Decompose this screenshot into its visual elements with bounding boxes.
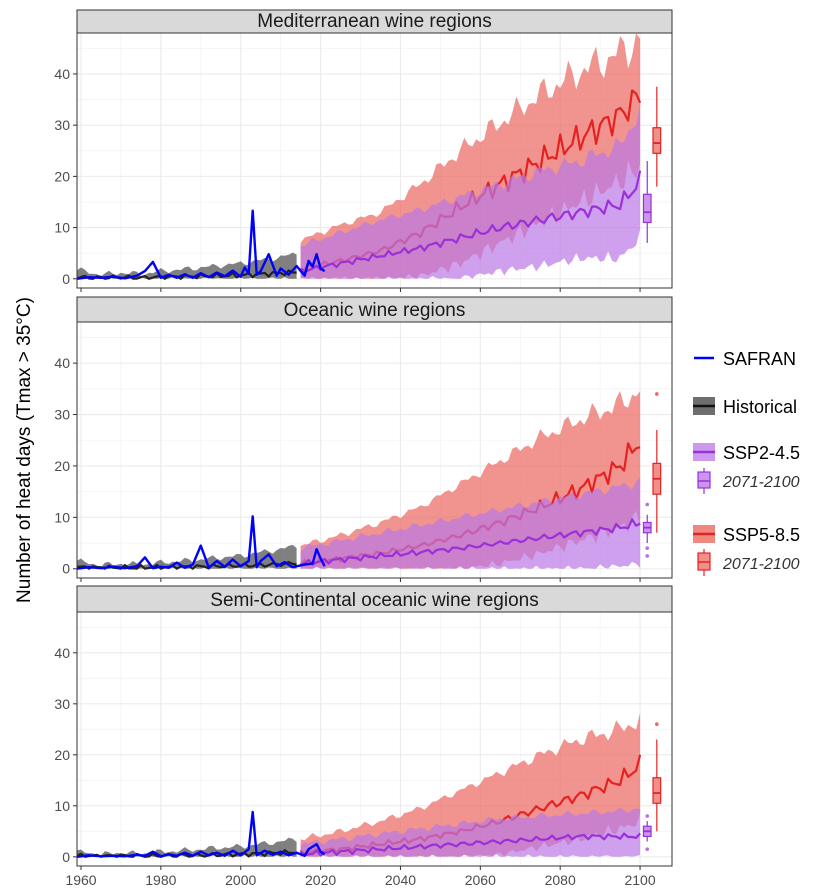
x-tick-label: 2000 bbox=[225, 872, 256, 888]
y-tick-label: 20 bbox=[54, 458, 70, 474]
ssp245-line bbox=[299, 170, 642, 273]
box-outlier bbox=[655, 722, 659, 727]
x-tick-label: 1960 bbox=[65, 872, 96, 888]
box-outlier bbox=[655, 392, 659, 396]
panel-strip bbox=[76, 296, 673, 323]
ssp585-boxplot bbox=[652, 86, 662, 187]
ssp245-ribbon bbox=[300, 477, 641, 569]
legend: SAFRAN Historical SSP2-4.5 2071-2100 SSP… bbox=[693, 349, 800, 576]
ssp245-line bbox=[300, 518, 641, 566]
legend-ssp245-box-label: 2071-2100 bbox=[722, 474, 800, 491]
legend-ssp585-box-label: 2071-2100 bbox=[722, 556, 800, 573]
safran-line bbox=[76, 515, 326, 570]
y-tick-label: 40 bbox=[54, 645, 70, 661]
safran-line bbox=[76, 209, 326, 280]
panel-border bbox=[76, 32, 673, 289]
legend-ssp245-label: SSP2-4.5 bbox=[723, 443, 800, 463]
box-outlier bbox=[645, 814, 650, 818]
legend-ssp585-box-key bbox=[697, 549, 711, 576]
panel-title: Semi-Continental oceanic wine regions bbox=[210, 590, 538, 611]
y-tick-label: 0 bbox=[62, 849, 70, 865]
y-tick-label: 0 bbox=[62, 271, 70, 287]
panel-title: Mediterranean wine regions bbox=[257, 11, 491, 32]
x-tick-label: 2040 bbox=[385, 872, 416, 888]
panel-3: Semi-Continental oceanic wine regions 0 10… bbox=[54, 585, 673, 870]
legend-ssp245-box-key bbox=[697, 468, 711, 494]
ssp245-line bbox=[299, 832, 641, 857]
x-tick-label: 1980 bbox=[145, 872, 176, 888]
box-outlier bbox=[645, 502, 650, 507]
panel-strip bbox=[76, 585, 673, 613]
y-tick-label: 30 bbox=[54, 117, 70, 133]
ssp245-ribbon bbox=[300, 807, 641, 857]
legend-historical-label: Historical bbox=[723, 397, 797, 417]
y-tick-label: 10 bbox=[54, 220, 70, 236]
panel-title: Oceanic wine regions bbox=[284, 300, 466, 321]
ssp585-boxplot bbox=[652, 392, 662, 533]
gridlines bbox=[77, 612, 672, 866]
panel-border bbox=[76, 611, 673, 867]
y-tick-label: 40 bbox=[54, 355, 70, 371]
legend-safran-label: SAFRAN bbox=[723, 349, 796, 369]
y-tick-label: 0 bbox=[62, 561, 70, 577]
ssp245-boxplot bbox=[642, 814, 652, 851]
y-tick-label: 30 bbox=[54, 407, 70, 423]
y-tick-label: 40 bbox=[54, 66, 70, 82]
ssp585-boxplot bbox=[652, 722, 662, 832]
y-tick-label: 20 bbox=[54, 168, 70, 184]
y-tick-label: 10 bbox=[54, 509, 70, 525]
x-tick-label: 2100 bbox=[624, 872, 655, 888]
box-outlier bbox=[645, 847, 650, 851]
y-tick-label: 30 bbox=[54, 696, 70, 712]
panel-border bbox=[76, 321, 673, 579]
x-tick-label: 2060 bbox=[465, 872, 496, 888]
ssp245-boxplot bbox=[642, 161, 652, 243]
box-outlier bbox=[645, 554, 650, 558]
x-tick-label: 2080 bbox=[545, 872, 576, 888]
y-tick-label: 10 bbox=[54, 798, 70, 814]
ssp245-ribbon bbox=[300, 103, 641, 279]
y-tick-label: 20 bbox=[54, 747, 70, 763]
panels: Mediterranean wine regions010203040Ocean… bbox=[54, 9, 673, 870]
y-axis-label: Number of heat days (Tmax > 35°C) bbox=[14, 297, 35, 603]
x-tick-label: 2020 bbox=[305, 872, 336, 888]
historical-ribbon bbox=[77, 837, 297, 857]
x-axis: 1960 1980 2000 2020 2040 2060 2080 2100 bbox=[65, 872, 655, 888]
panel-1: Mediterranean wine regions 0 10 20 30 40 bbox=[54, 9, 673, 292]
safran-line bbox=[76, 810, 326, 858]
panel-2: Oceanic wine regions 0 10 20 30 40 bbox=[54, 296, 673, 582]
ssp245-boxplot bbox=[642, 502, 652, 558]
legend-ssp585-label: SSP5-8.5 bbox=[723, 525, 800, 545]
historical-ribbon bbox=[77, 544, 297, 569]
box-outlier bbox=[645, 546, 650, 550]
